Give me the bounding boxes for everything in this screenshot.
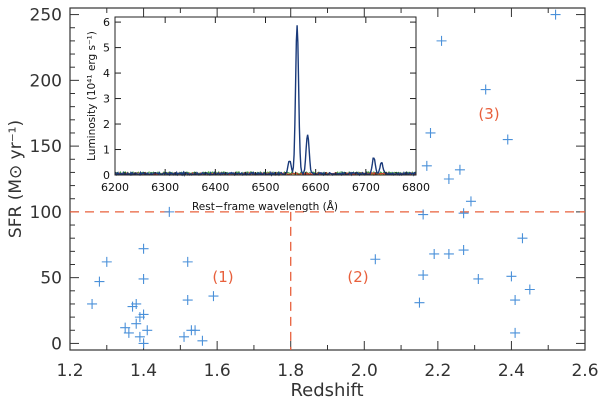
region-label-2: (2) [347,268,368,286]
x-tick-label: 2.4 [498,361,525,381]
data-point [142,325,153,336]
region-label-3: (3) [478,105,499,123]
data-point [87,298,98,309]
scatter-points [87,9,561,349]
data-point [429,248,440,259]
data-point [454,164,465,175]
x-tick-label: 1.2 [56,361,83,381]
inset-y-tick-label: 5 [103,42,110,55]
inset-background [115,17,416,175]
data-point [208,291,219,302]
data-point [502,134,513,145]
data-point [138,309,149,320]
data-point [458,245,469,256]
x-axis-title: Redshift [290,380,363,401]
inset-y-title: Luminosity (10⁴¹ erg s⁻¹) [86,31,98,161]
data-point [197,335,208,346]
data-point [138,273,149,284]
data-point [138,338,149,349]
data-point [524,284,535,295]
data-point [550,9,561,20]
inset-y-tick-label: 3 [103,93,110,106]
data-point [123,327,134,338]
threshold-lines [70,211,585,350]
data-point [182,256,193,267]
data-point [510,295,521,306]
main-ticks [69,8,586,350]
x-tick-label: 2.0 [351,361,378,381]
data-point [510,327,521,338]
data-point [101,256,112,267]
data-point [465,196,476,207]
y-tick-label: 250 [30,6,62,26]
data-point [131,298,142,309]
data-point [418,270,429,281]
data-point [414,297,425,308]
inset-x-tick-label: 6800 [402,181,430,194]
data-point [131,318,142,329]
inset-y-tick-label: 1 [103,144,110,157]
data-point [120,322,131,333]
data-point [94,276,105,287]
data-point [436,35,447,46]
data-point [182,295,193,306]
inset-ticks [114,17,417,176]
inset-x-tick-label: 6600 [302,181,330,194]
inset-x-tick-label: 6300 [151,181,179,194]
y-tick-label: 50 [40,269,62,289]
inset-tick-labels: 6200 6300 6400 6500 6600 6700 6800 0 1 2 3 4 5 6 [101,16,430,194]
inset-y-tick-label: 4 [103,67,110,80]
data-point [506,271,517,282]
data-point [138,243,149,254]
data-point [421,160,432,171]
x-tick-label: 1.8 [277,361,304,381]
y-tick-label: 100 [30,203,62,223]
y-axis-title: SFR (M⊙ yr⁻¹) [6,120,26,238]
data-point [425,127,436,138]
inset-x-tick-label: 6400 [201,181,229,194]
x-tick-label: 2.2 [424,361,451,381]
x-tick-label: 1.4 [130,361,157,381]
y-tick-label: 0 [51,334,62,354]
inset-x-tick-label: 6700 [352,181,380,194]
data-point [443,248,454,259]
data-point [370,254,381,265]
data-point [190,325,201,336]
x-tick-label: 2.6 [571,361,598,381]
inset-x-tick-label: 6200 [101,181,129,194]
inset-x-tick-label: 6500 [252,181,280,194]
y-tick-label: 200 [30,71,62,91]
region-label-1: (1) [212,268,233,286]
data-point [418,209,429,220]
data-point [134,331,145,342]
data-point [480,84,491,95]
data-point [458,208,469,219]
data-point [164,206,175,217]
inset-y-tick-label: 2 [103,118,110,131]
inset-spectrum: 6200 6300 6400 6500 6600 6700 6800 0 1 2 3 4 5 6 Rest… [86,16,430,213]
inset-x-title: Rest−frame wavelength (Å) [192,200,338,213]
data-point [179,331,190,342]
data-point [443,174,454,184]
data-point [517,233,528,244]
inset-y-tick-label: 6 [103,16,110,29]
x-tick-label: 1.6 [204,361,231,381]
y-tick-label: 150 [30,137,62,157]
data-point [473,273,484,284]
inset-y-tick-label: 0 [103,169,110,182]
